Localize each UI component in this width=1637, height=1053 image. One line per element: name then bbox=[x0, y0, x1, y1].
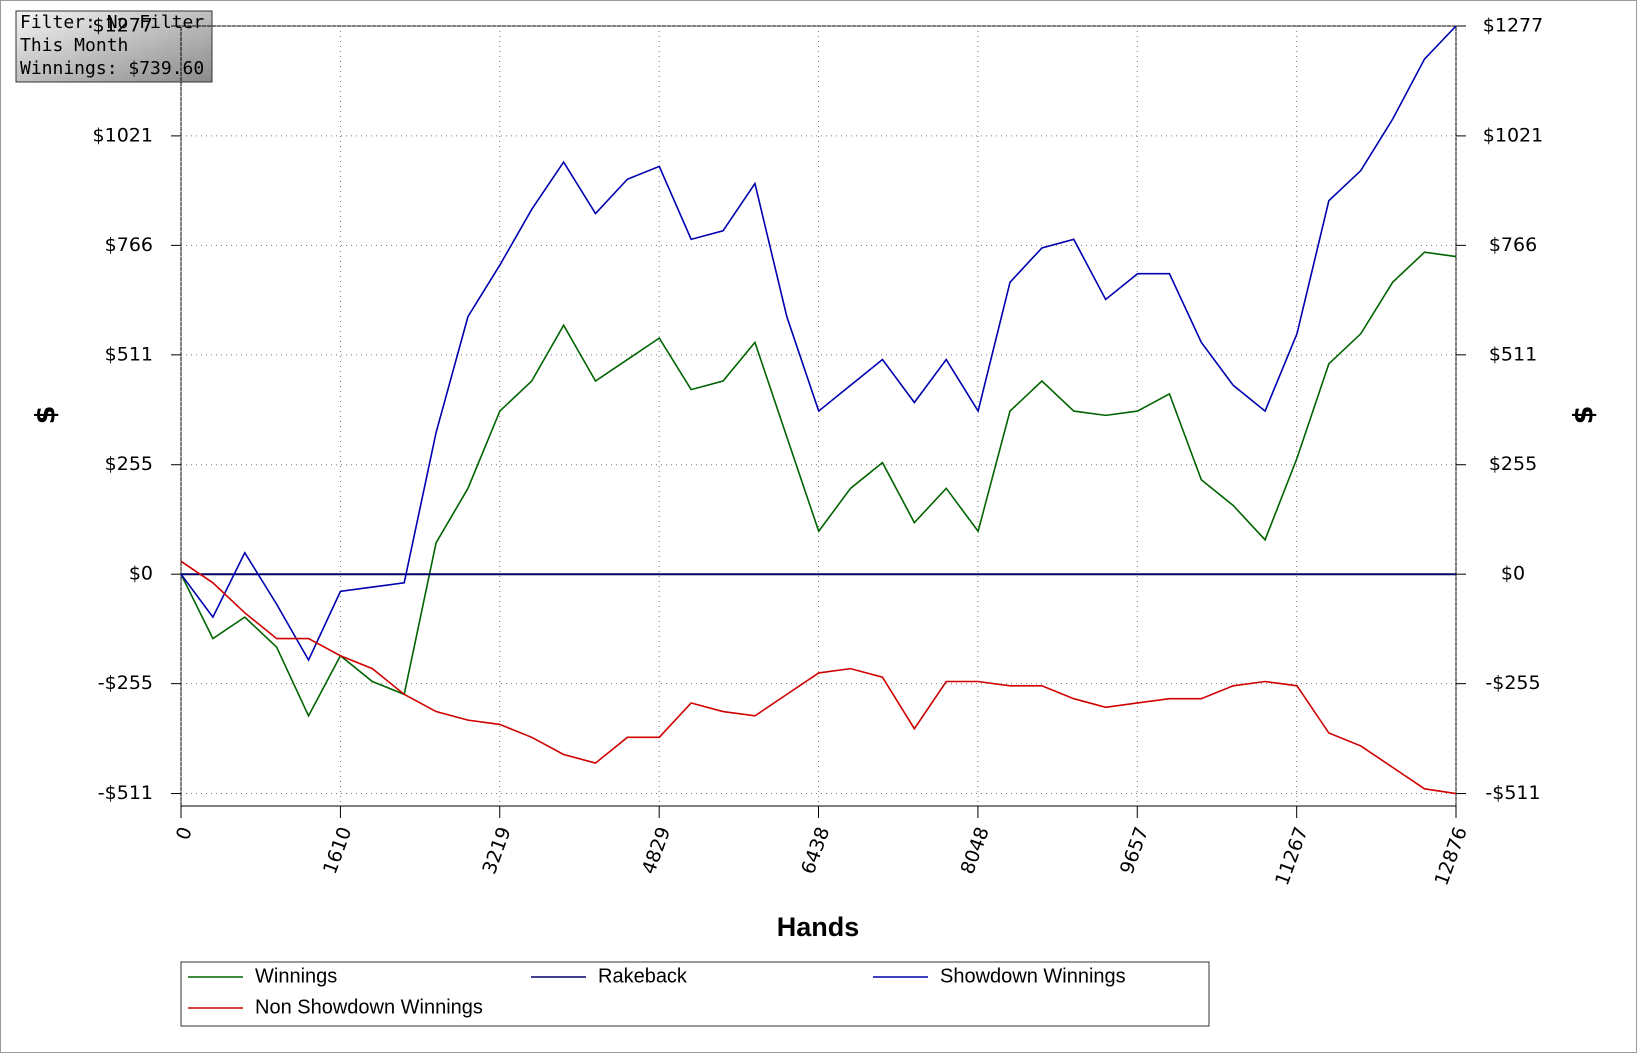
y-tick-label: $1277 bbox=[93, 15, 153, 37]
y-axis-label: $ bbox=[31, 406, 62, 425]
y2-tick-label: $1021 bbox=[1483, 124, 1543, 146]
series-line bbox=[180, 560, 1457, 795]
info-filter: Filter: No Filter bbox=[20, 12, 204, 33]
info-box bbox=[15, 10, 213, 83]
info-period: This Month bbox=[20, 35, 128, 56]
y2-tick-label: $1277 bbox=[1483, 15, 1543, 37]
y-tick-label: $255 bbox=[105, 453, 153, 475]
y2-tick-label: $255 bbox=[1489, 453, 1537, 475]
info-winnings: Winnings: $739.60 bbox=[20, 58, 204, 79]
legend-label: Showdown Winnings bbox=[940, 965, 1126, 987]
y-tick-label: -$255 bbox=[98, 672, 153, 694]
series-line bbox=[180, 25, 1457, 662]
y-tick-label: $1021 bbox=[93, 124, 153, 146]
y-tick-label: -$511 bbox=[98, 782, 153, 804]
legend-label: Winnings bbox=[255, 965, 337, 987]
y2-tick-label: $766 bbox=[1489, 234, 1537, 256]
y-tick-label: $0 bbox=[129, 563, 153, 585]
y2-tick-label: -$255 bbox=[1485, 672, 1540, 694]
y-tick-label: $766 bbox=[105, 234, 153, 256]
y2-tick-label: $511 bbox=[1489, 343, 1537, 365]
legend-label: Rakeback bbox=[598, 965, 688, 987]
series-line bbox=[180, 251, 1457, 718]
legend-label: Non Showdown Winnings bbox=[255, 996, 483, 1018]
y2-tick-label: -$511 bbox=[1485, 782, 1540, 804]
y-tick-label: $511 bbox=[105, 343, 153, 365]
y2-tick-label: $0 bbox=[1501, 563, 1525, 585]
x-axis-label: Hands bbox=[777, 912, 860, 942]
legend bbox=[180, 961, 1210, 1027]
y2-axis-label: $ bbox=[1569, 406, 1600, 425]
